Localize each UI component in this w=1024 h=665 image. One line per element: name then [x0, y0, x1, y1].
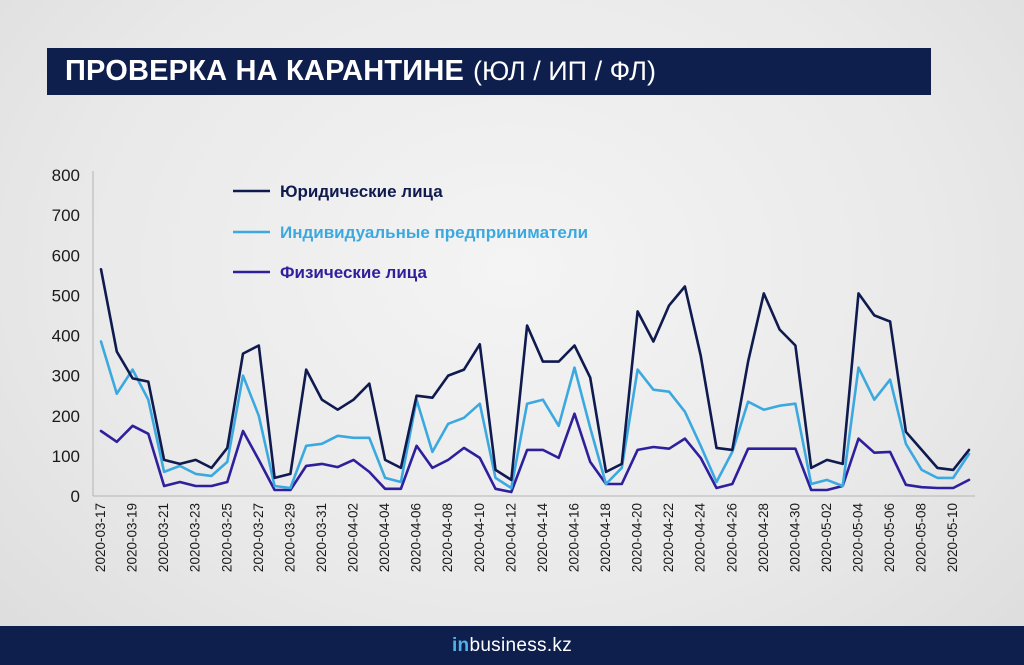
y-tick-label: 700 [52, 206, 80, 225]
x-tick-label: 2020-04-10 [472, 503, 487, 572]
series-line [99, 340, 971, 490]
x-tick-label: 2020-03-29 [282, 503, 297, 572]
y-tick-label: 500 [52, 286, 80, 305]
y-tick-label: 800 [52, 166, 80, 185]
x-tick-label: 2020-04-28 [756, 503, 771, 572]
y-tick-label: 600 [52, 246, 80, 265]
x-tick-label: 2020-04-08 [440, 503, 455, 572]
y-tick-label: 300 [52, 367, 80, 386]
x-tick-label: 2020-05-02 [819, 503, 834, 572]
x-tick-label: 2020-04-06 [409, 503, 424, 572]
x-tick-label: 2020-03-19 [125, 503, 140, 572]
x-tick-label: 2020-04-24 [693, 503, 708, 573]
series-line [99, 267, 971, 482]
x-tick-label: 2020-03-25 [219, 503, 234, 572]
x-tick-label: 2020-04-30 [787, 503, 802, 572]
x-tick-label: 2020-03-17 [93, 503, 108, 572]
x-tick-label: 2020-03-27 [251, 503, 266, 572]
y-tick-label: 400 [52, 327, 80, 346]
x-tick-label: 2020-04-20 [630, 503, 645, 572]
chart-title: ПРОВЕРКА НА КАРАНТИНЕ [65, 55, 464, 87]
x-tick-label: 2020-05-10 [945, 503, 960, 572]
y-tick-label: 100 [52, 447, 80, 466]
x-tick-label: 2020-05-04 [851, 503, 866, 573]
x-tick-label: 2020-04-18 [598, 503, 613, 572]
x-tick-label: 2020-03-23 [188, 503, 203, 572]
brand-logo: inbusiness.kz [451, 634, 573, 656]
x-tick-label: 2020-03-31 [314, 503, 329, 572]
footer-bar: inbusiness.kz [0, 626, 1024, 665]
x-tick-label: 2020-04-16 [566, 503, 581, 572]
x-tick-label: 2020-04-12 [503, 503, 518, 572]
x-tick-label: 2020-04-14 [535, 503, 550, 573]
x-tick-label: 2020-04-26 [724, 503, 739, 572]
x-tick-label: 2020-04-02 [346, 503, 361, 572]
legend-label: Индивидуальные предприниматели [280, 223, 588, 242]
series-line [99, 412, 971, 494]
line-chart: 0 100 200 300 400 500 600 700 800 2020-03-17 2020-… [52, 166, 975, 573]
legend-label: Юридические лица [280, 182, 443, 201]
y-tick-label: 0 [71, 487, 80, 506]
legend-label: Физические лица [280, 263, 427, 282]
x-tick-label: 2020-04-04 [377, 503, 392, 573]
x-tick-label: 2020-03-21 [156, 503, 171, 572]
y-tick-label: 200 [52, 407, 80, 426]
x-tick-label: 2020-05-06 [882, 503, 897, 572]
chart-subtitle: (ЮЛ / ИП / ФЛ) [473, 56, 656, 86]
x-tick-label: 2020-05-08 [914, 503, 929, 572]
title-banner: ПРОВЕРКА НА КАРАНТИНЕ (ЮЛ / ИП / ФЛ) [47, 48, 931, 95]
x-tick-label: 2020-04-22 [661, 503, 676, 572]
